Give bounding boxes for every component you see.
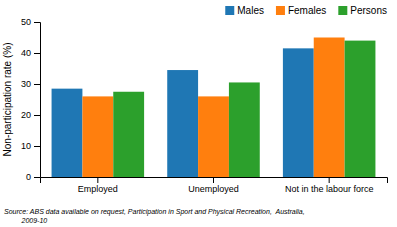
- legend-label: Persons: [350, 5, 387, 16]
- y-tick-label: 10: [21, 141, 31, 151]
- y-axis-title: Non-participation rate (%): [2, 43, 13, 157]
- x-tick: Not in the labour force: [285, 177, 374, 194]
- y-tick-mark: [34, 177, 40, 178]
- y-tick-label: 50: [21, 17, 31, 27]
- legend-swatch: [276, 6, 285, 15]
- bar: [82, 96, 113, 177]
- y-tick-label: 20: [21, 110, 31, 120]
- legend-item: Persons: [338, 5, 387, 16]
- x-tick-mark: [329, 177, 330, 183]
- bar: [167, 70, 198, 177]
- y-tick-label: 30: [21, 79, 31, 89]
- chart: 0 10 20 30 40 50 Employed Unemployed Not in the …: [0, 0, 397, 227]
- y-tick: 20: [21, 110, 40, 120]
- bar: [52, 89, 83, 177]
- y-tick-label: 40: [21, 48, 31, 58]
- y-tick: 30: [21, 79, 40, 89]
- legend-item: Males: [225, 5, 264, 16]
- bar: [198, 96, 229, 177]
- legend-label: Males: [237, 5, 264, 16]
- y-tick-mark: [34, 53, 40, 54]
- y-tick: 10: [21, 141, 40, 151]
- y-tick: 0: [26, 172, 40, 182]
- bar: [314, 38, 345, 178]
- y-tick-mark: [34, 22, 40, 23]
- x-tick-label: Not in the labour force: [285, 184, 374, 194]
- bar: [345, 41, 376, 177]
- bar: [229, 82, 260, 177]
- bar: [113, 92, 144, 177]
- y-tick: 40: [21, 48, 40, 58]
- x-tick: Employed: [78, 177, 118, 194]
- legend: Males Females Persons: [225, 5, 387, 16]
- legend-item: Females: [276, 5, 326, 16]
- y-tick-mark: [34, 115, 40, 116]
- legend-swatch: [225, 6, 234, 15]
- legend-label: Females: [288, 5, 326, 16]
- x-tick-mark: [97, 177, 98, 183]
- bars: [52, 38, 376, 178]
- x-axis-line: [41, 178, 388, 184]
- source-note: 2009-10: [4, 217, 47, 224]
- y-tick-mark: [34, 84, 40, 85]
- x-tick-mark: [213, 177, 214, 183]
- y-tick: 50: [21, 17, 40, 27]
- source-note: Source: ABS data available on request, P…: [4, 208, 305, 216]
- bar: [283, 48, 314, 177]
- x-tick-label: Unemployed: [188, 184, 239, 194]
- x-tick-label: Employed: [78, 184, 118, 194]
- legend-swatch: [338, 6, 347, 15]
- x-axis: Employed Unemployed Not in the labour forc…: [41, 177, 388, 194]
- y-axis: 0 10 20 30 40 50: [21, 17, 41, 182]
- y-axis-line: [34, 23, 41, 178]
- y-tick-label: 0: [26, 172, 31, 182]
- x-tick: Unemployed: [188, 177, 239, 194]
- y-tick-mark: [34, 146, 40, 147]
- plot: 0 10 20 30 40 50 Employed Unemployed Not in the …: [21, 17, 388, 194]
